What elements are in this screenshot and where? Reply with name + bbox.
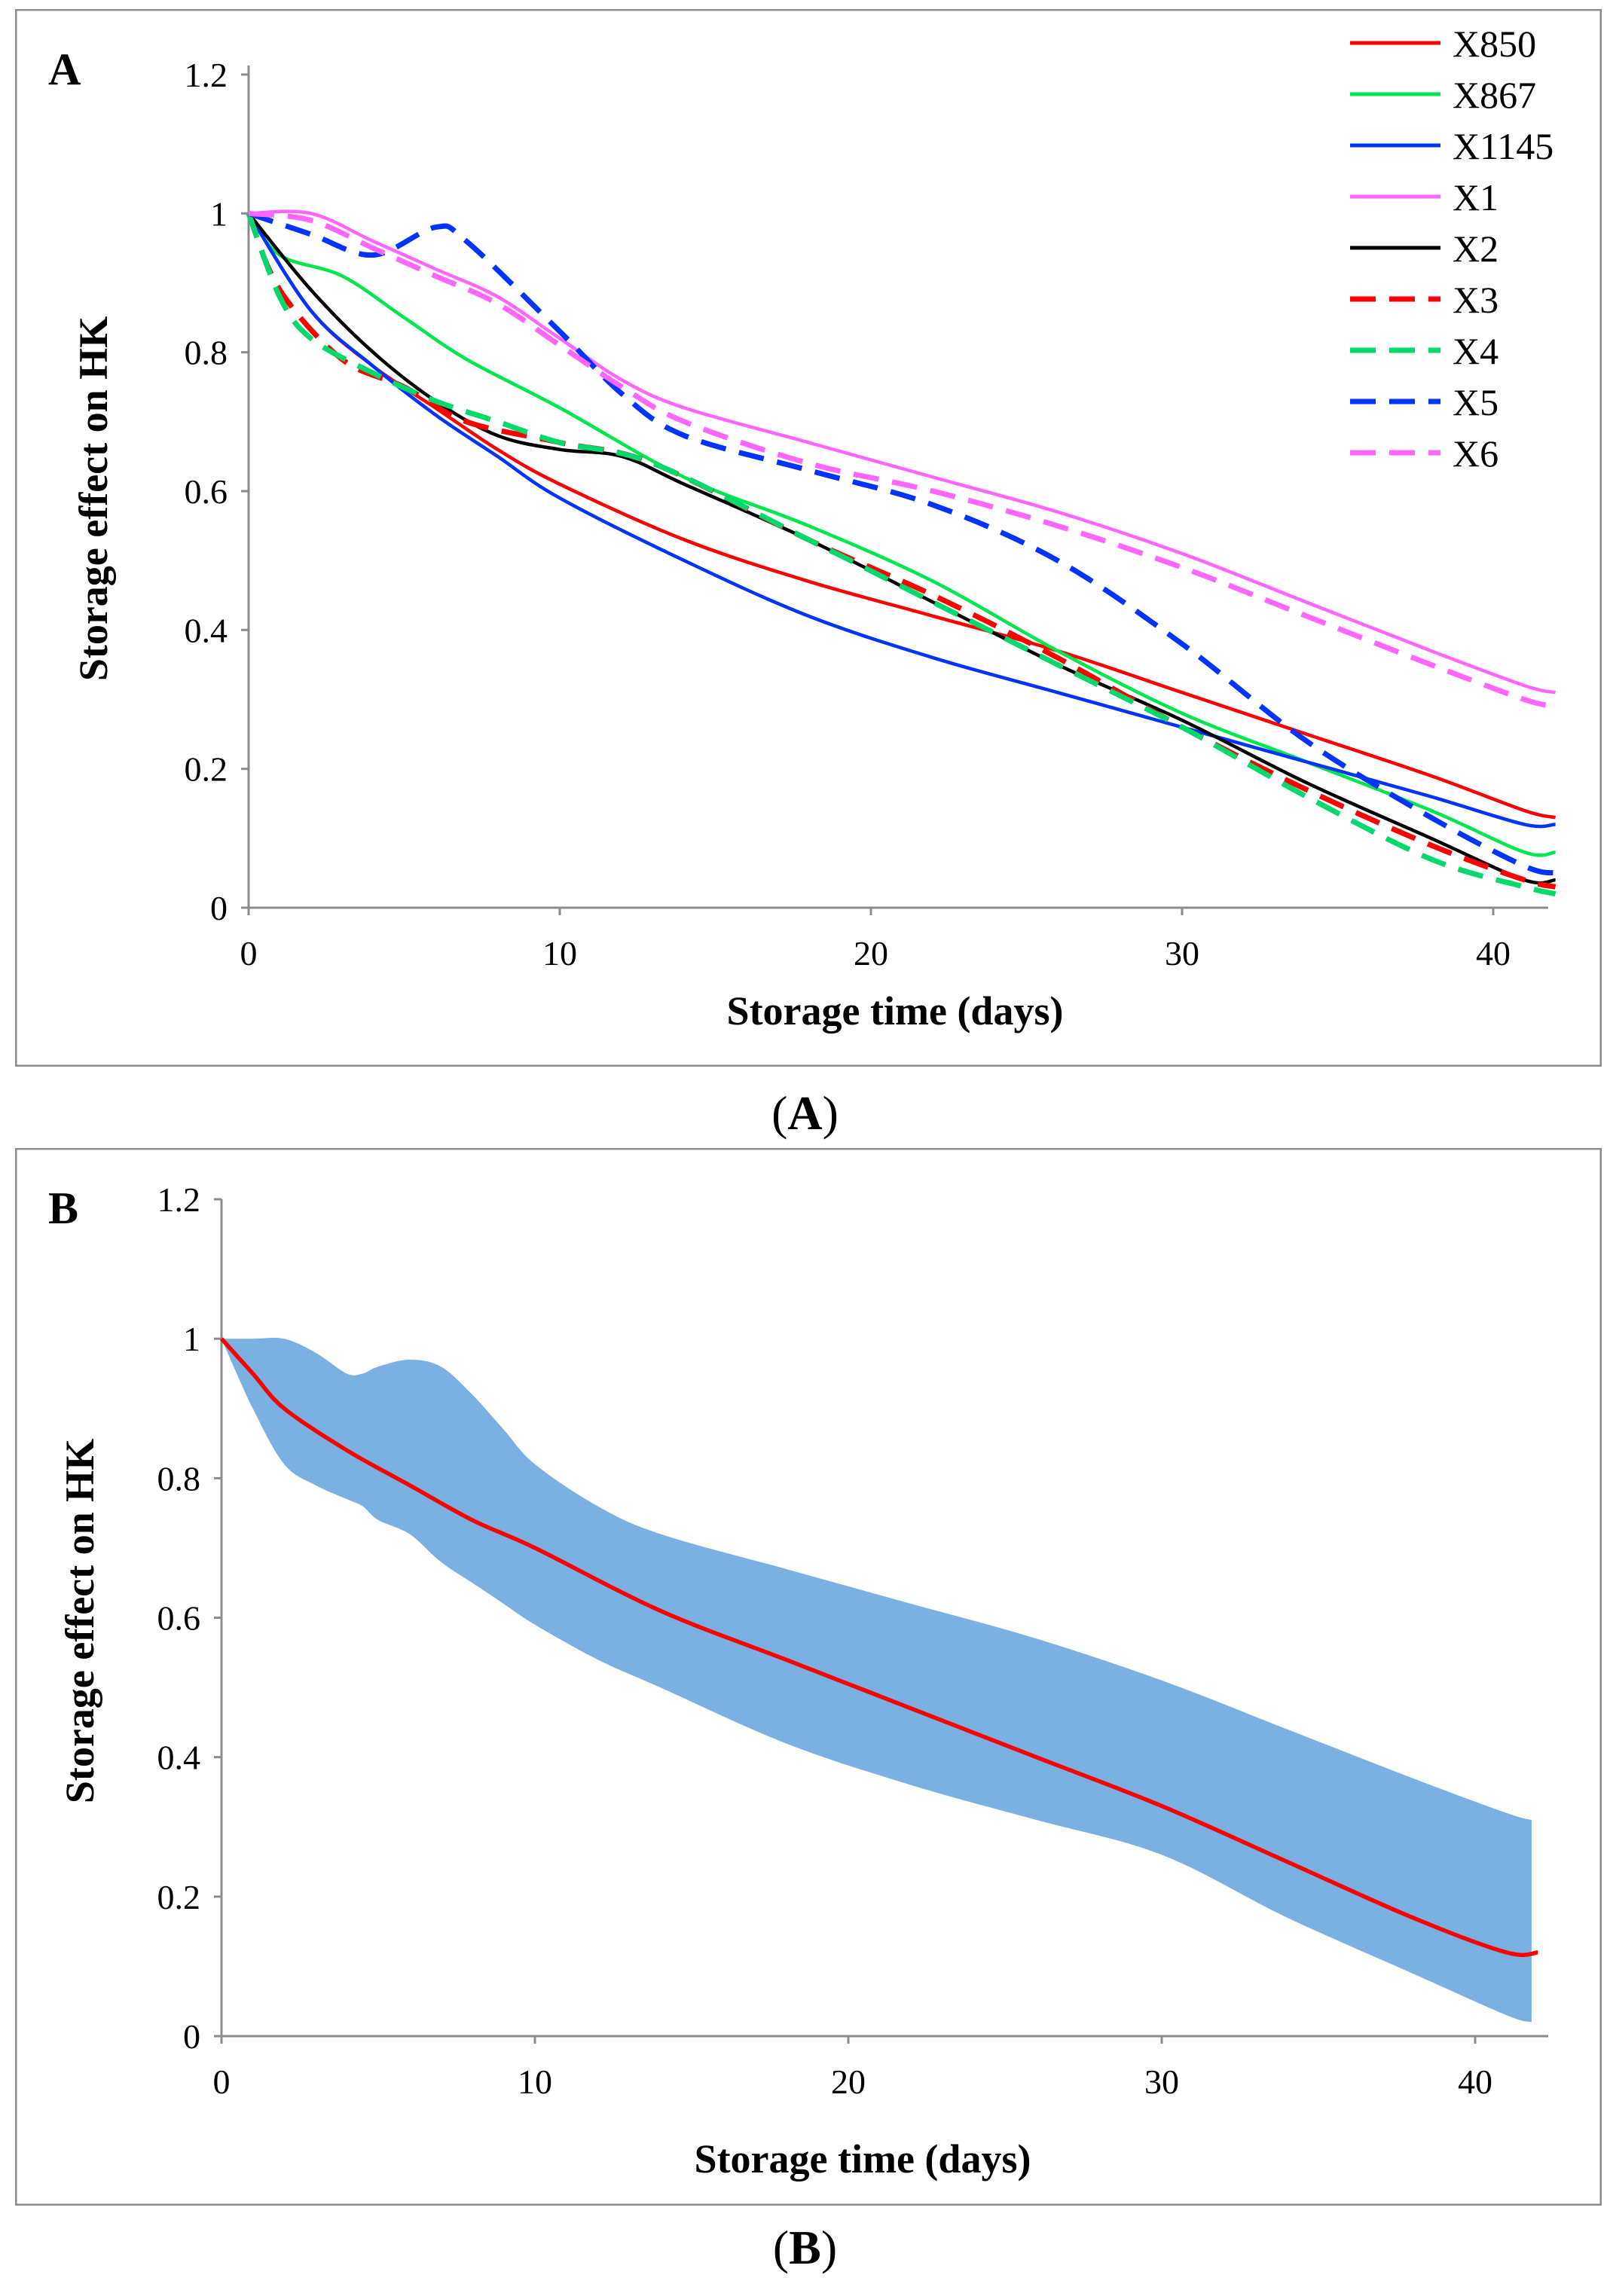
chart-b-x-axis-title: Storage time (days) — [695, 2136, 1031, 2182]
legend-label-x867: X867 — [1453, 74, 1536, 116]
chart-b-x-tick-label: 0 — [213, 2062, 231, 2101]
caption-a: (A) — [0, 1089, 1610, 1137]
chart-a-x-tick-label: 20 — [854, 934, 888, 972]
chart-b-svg: B Storage time (days) Storage effect on … — [14, 1147, 1602, 2206]
caption-b-letter: B — [789, 2221, 821, 2274]
chart-panel-a: A Storage time (days) Storage effect on … — [14, 8, 1602, 1067]
chart-a-x-tick-label: 40 — [1476, 934, 1511, 972]
chart-a-axes: 0 0.2 0.4 0.6 0.8 1 1.2 0 10 20 30 40 — [185, 56, 1548, 972]
series-line-x4 — [246, 212, 1557, 897]
chart-b-x-tick-label: 10 — [518, 2062, 552, 2101]
range-band-area — [221, 1337, 1532, 2023]
chart-a-x-tick-label: 30 — [1165, 934, 1199, 972]
legend-label-x2: X2 — [1453, 227, 1498, 270]
chart-b-y-tick-label: 0.2 — [157, 1878, 201, 1916]
chart-b-x-tick-label: 20 — [831, 2062, 866, 2101]
chart-a-panel-label: A — [48, 44, 81, 94]
chart-b-x-tick-label: 30 — [1144, 2062, 1179, 2101]
chart-b-axes: 0 0.2 0.4 0.6 0.8 1 1.2 0 10 20 30 40 — [157, 1180, 1548, 2101]
chart-a-x-tick-label: 10 — [542, 934, 577, 972]
series-line-x6 — [248, 210, 1557, 710]
series-line-mean — [219, 1337, 1538, 1958]
caption-a-letter: A — [787, 1086, 823, 1140]
chart-b-y-tick-label: 0.6 — [157, 1599, 201, 1638]
chart-a-legend: X850 X867 X1145 X1 X2 X3 X4 X5 X6 — [1350, 23, 1553, 475]
caption-b-close: ) — [820, 2221, 838, 2274]
chart-b-y-tick-label: 0 — [183, 2017, 200, 2056]
legend-label-x850: X850 — [1453, 23, 1536, 65]
caption-b-open: ( — [772, 2221, 790, 2274]
caption-b: (B) — [0, 2224, 1610, 2272]
series-line-x5 — [247, 210, 1557, 876]
chart-a-y-tick-label: 0 — [210, 889, 228, 927]
chart-b-y-tick-label: 1.2 — [157, 1180, 201, 1219]
legend-label-x5: X5 — [1453, 381, 1498, 423]
chart-b-plot-area — [219, 1337, 1538, 2023]
series-line-x1 — [248, 209, 1557, 695]
chart-a-y-tick-label: 0.2 — [185, 750, 228, 789]
chart-a-y-tick-label: 1.2 — [185, 56, 228, 94]
chart-panel-b: B Storage time (days) Storage effect on … — [14, 1147, 1602, 2206]
chart-b-y-tick-label: 0.4 — [157, 1739, 201, 1777]
legend-label-x4: X4 — [1453, 330, 1498, 372]
chart-a-svg: A Storage time (days) Storage effect on … — [14, 8, 1602, 1067]
chart-b-y-tick-label: 0.8 — [157, 1459, 201, 1498]
chart-a-plot-area — [246, 209, 1557, 897]
series-line-x867 — [247, 212, 1556, 857]
legend-label-x1145: X1145 — [1453, 125, 1553, 167]
chart-a-y-tick-label: 0.4 — [185, 611, 228, 649]
chart-b-x-tick-label: 40 — [1458, 2062, 1492, 2101]
chart-b-y-axis-title: Storage effect on HK — [57, 1439, 102, 1803]
caption-a-open: ( — [771, 1086, 788, 1140]
chart-a-y-axis-title: Storage effect on HK — [71, 316, 116, 681]
legend-label-x3: X3 — [1453, 279, 1498, 321]
legend-label-x1: X1 — [1453, 176, 1498, 218]
legend-label-x6: X6 — [1453, 432, 1498, 475]
chart-a-x-tick-label: 0 — [240, 934, 258, 972]
chart-b-panel-label: B — [48, 1183, 78, 1233]
chart-b-y-tick-label: 1 — [183, 1320, 200, 1358]
caption-a-close: ) — [822, 1086, 839, 1140]
chart-a-y-tick-label: 0.6 — [185, 472, 228, 511]
chart-a-y-tick-label: 1 — [210, 194, 228, 233]
chart-a-x-axis-title: Storage time (days) — [727, 988, 1064, 1034]
chart-a-y-tick-label: 0.8 — [185, 334, 228, 372]
